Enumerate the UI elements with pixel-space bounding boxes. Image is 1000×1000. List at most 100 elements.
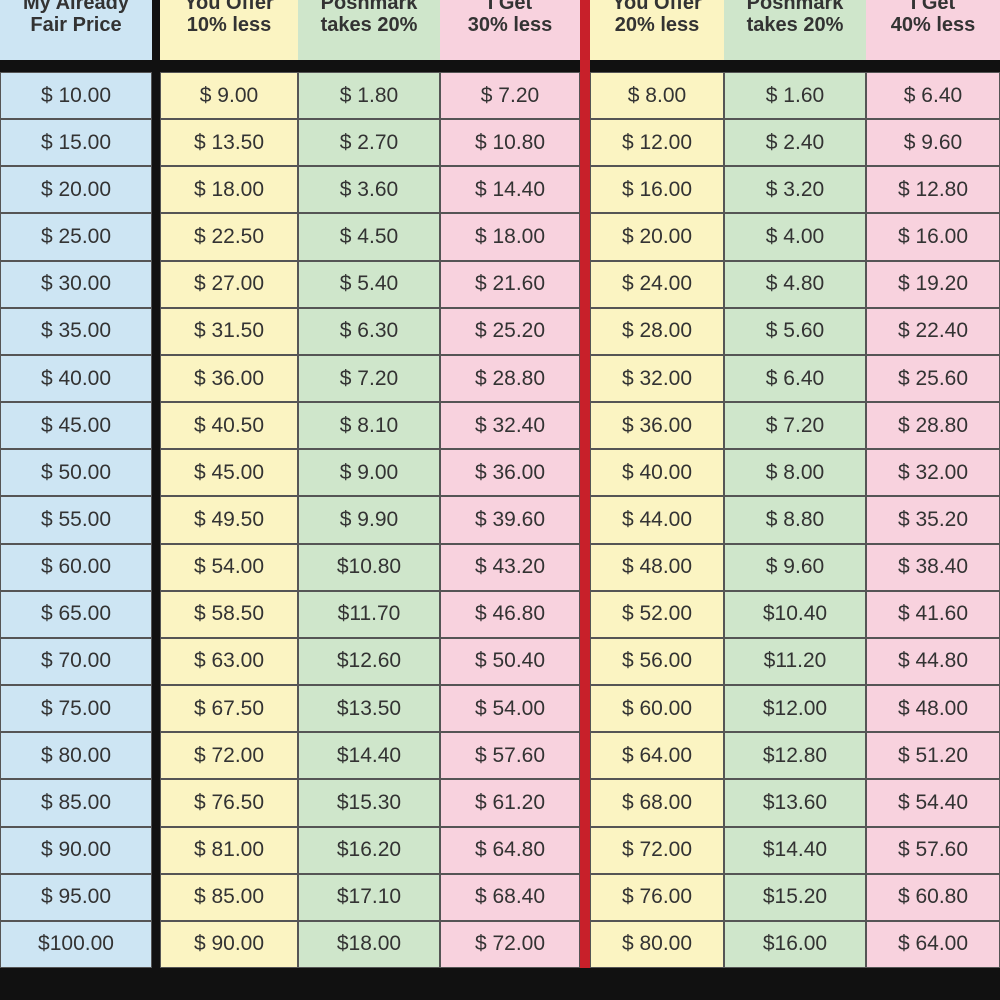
- price-cell: $ 70.00: [0, 637, 152, 686]
- header-cell: Poshmark takes 20%: [724, 0, 866, 60]
- price-cell: $ 40.00: [590, 449, 724, 497]
- price-cell: $ 8.80: [724, 496, 866, 544]
- price-cell: $ 8.00: [724, 449, 866, 497]
- price-cell: $ 32.00: [866, 449, 1000, 497]
- price-cell: $ 2.40: [724, 119, 866, 167]
- header-cell: You Offer 10% less: [160, 0, 298, 60]
- price-cell: $ 27.00: [160, 260, 298, 308]
- header-line: You Offer: [184, 0, 274, 14]
- price-cell: $ 80.00: [590, 920, 724, 968]
- price-cell: $ 22.40: [866, 307, 1000, 355]
- price-cell: $ 72.00: [590, 826, 724, 874]
- price-cell: $ 16.00: [866, 213, 1000, 261]
- price-cell: $ 85.00: [0, 779, 152, 827]
- price-cell: $ 39.60: [440, 496, 580, 544]
- price-cell: $ 10.00: [0, 72, 152, 120]
- price-cell: $ 9.90: [298, 496, 440, 544]
- price-cell: $ 90.00: [160, 920, 298, 968]
- header-line: Poshmark: [746, 0, 844, 14]
- price-cell: $ 25.60: [866, 354, 1000, 403]
- price-cell: $ 45.00: [0, 402, 152, 450]
- black-divider: [152, 0, 160, 970]
- price-cell: $ 6.30: [298, 307, 440, 355]
- price-cell: $ 50.40: [440, 637, 580, 686]
- price-cell: $ 20.00: [0, 166, 152, 214]
- price-cell: $ 20.00: [590, 213, 724, 261]
- price-cell: $ 55.00: [0, 496, 152, 544]
- price-cell: $11.70: [298, 590, 440, 638]
- price-cell: $12.00: [724, 685, 866, 733]
- price-cell: $ 44.00: [590, 496, 724, 544]
- price-cell: $ 28.80: [866, 402, 1000, 450]
- price-cell: $ 5.40: [298, 260, 440, 308]
- price-cell: $ 65.00: [0, 590, 152, 638]
- price-cell: $ 36.00: [160, 354, 298, 403]
- header-line: 20% less: [614, 14, 700, 36]
- price-cell: $ 76.00: [590, 873, 724, 921]
- price-cell: $ 54.00: [440, 685, 580, 733]
- price-cell: $ 4.50: [298, 213, 440, 261]
- price-cell: $ 8.00: [590, 72, 724, 120]
- price-cell: $ 32.40: [440, 402, 580, 450]
- price-cell: $13.50: [298, 685, 440, 733]
- price-cell: $ 36.00: [590, 402, 724, 450]
- price-cell: $ 40.50: [160, 402, 298, 450]
- price-cell: $ 54.40: [866, 779, 1000, 827]
- price-cell: $ 15.00: [0, 119, 152, 167]
- price-cell: $ 30.00: [0, 260, 152, 308]
- price-cell: $ 21.60: [440, 260, 580, 308]
- price-cell: $ 2.70: [298, 119, 440, 167]
- price-cell: $10.40: [724, 590, 866, 638]
- header-cell: My Already Fair Price: [0, 0, 152, 60]
- price-cell: $ 54.00: [160, 543, 298, 591]
- header-line: takes 20%: [320, 14, 418, 36]
- price-cell: $ 72.00: [160, 732, 298, 780]
- price-cell: $ 85.00: [160, 873, 298, 921]
- price-cell: $ 16.00: [590, 166, 724, 214]
- price-cell: $ 18.00: [160, 166, 298, 214]
- price-cell: $ 81.00: [160, 826, 298, 874]
- price-cell: $ 3.60: [298, 166, 440, 214]
- header-line: Poshmark: [320, 0, 418, 14]
- price-cell: $ 43.20: [440, 543, 580, 591]
- price-cell: $ 56.00: [590, 637, 724, 686]
- price-cell: $ 38.40: [866, 543, 1000, 591]
- price-cell: $14.40: [724, 826, 866, 874]
- price-cell: $ 67.50: [160, 685, 298, 733]
- price-cell: $ 45.00: [160, 449, 298, 497]
- price-cell: $ 44.80: [866, 637, 1000, 686]
- price-cell: $ 64.00: [590, 732, 724, 780]
- price-cell: $15.20: [724, 873, 866, 921]
- header-line: takes 20%: [746, 14, 844, 36]
- price-cell: $ 22.50: [160, 213, 298, 261]
- price-cell: $ 48.00: [590, 543, 724, 591]
- header-cell: I Get 40% less: [866, 0, 1000, 60]
- price-cell: $ 57.60: [866, 826, 1000, 874]
- price-cell: $ 10.80: [440, 119, 580, 167]
- price-cell: $ 75.00: [0, 685, 152, 733]
- price-cell: $ 1.60: [724, 72, 866, 120]
- header-line: You Offer: [612, 0, 702, 14]
- price-cell: $ 49.50: [160, 496, 298, 544]
- price-cell: $ 36.00: [440, 449, 580, 497]
- price-cell: $17.10: [298, 873, 440, 921]
- header-cell: Poshmark takes 20%: [298, 0, 440, 60]
- price-cell: $ 46.80: [440, 590, 580, 638]
- price-cell: $ 58.50: [160, 590, 298, 638]
- price-cell: $ 40.00: [0, 354, 152, 403]
- price-cell: $13.60: [724, 779, 866, 827]
- header-line: 10% less: [186, 14, 272, 36]
- price-cell: $ 5.60: [724, 307, 866, 355]
- price-cell: $ 12.80: [866, 166, 1000, 214]
- price-cell: $ 60.80: [866, 873, 1000, 921]
- price-cell: $12.80: [724, 732, 866, 780]
- price-cell: $ 64.00: [866, 920, 1000, 968]
- header-line: My Already: [23, 0, 129, 14]
- price-cell: $ 6.40: [866, 72, 1000, 120]
- price-cell: $ 90.00: [0, 826, 152, 874]
- price-cell: $ 9.60: [724, 543, 866, 591]
- price-cell: $ 64.80: [440, 826, 580, 874]
- price-cell: $ 48.00: [866, 685, 1000, 733]
- price-cell: $ 28.00: [590, 307, 724, 355]
